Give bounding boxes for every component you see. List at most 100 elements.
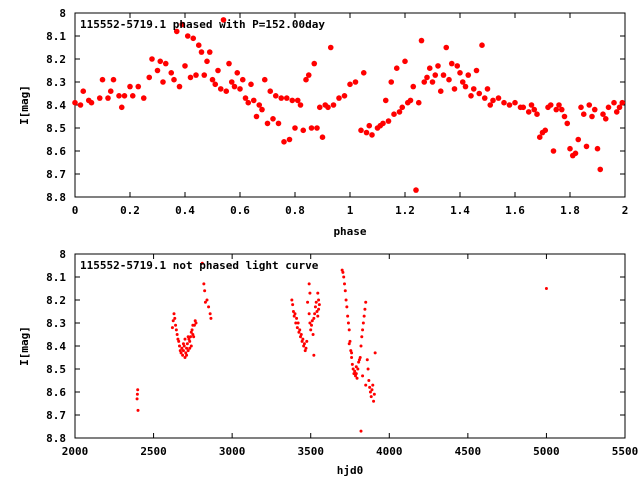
unphased-data-point bbox=[174, 323, 178, 327]
unphased-data-point bbox=[171, 319, 175, 323]
unphased-data-point bbox=[356, 367, 360, 371]
unphased-data-point bbox=[317, 303, 321, 307]
unphased-y-tick-label: 8.6 bbox=[46, 386, 66, 399]
phased-data-point bbox=[206, 49, 213, 55]
phased-data-point bbox=[457, 70, 463, 76]
phased-data-point bbox=[536, 134, 543, 140]
phased-data-point bbox=[520, 104, 527, 111]
phased-data-point bbox=[550, 148, 557, 154]
phased-data-point bbox=[542, 127, 549, 134]
phased-data-point bbox=[316, 104, 323, 111]
phased-data-point bbox=[589, 113, 595, 120]
unphased-data-point bbox=[178, 344, 181, 348]
phased-data-point bbox=[561, 113, 568, 120]
unphased-data-point bbox=[360, 335, 364, 339]
unphased-data-point bbox=[343, 282, 346, 286]
unphased-data-point bbox=[185, 353, 189, 357]
phased-data-point bbox=[256, 102, 263, 108]
unphased-data-point bbox=[189, 330, 193, 334]
phased-data-point bbox=[110, 76, 117, 83]
unphased-data-point bbox=[359, 429, 363, 433]
phased-data-point bbox=[525, 109, 532, 115]
phased-y-tick-label: 8.6 bbox=[46, 145, 66, 158]
phased-data-point bbox=[393, 65, 400, 71]
phased-data-point bbox=[594, 145, 601, 152]
phased-data-point bbox=[162, 60, 169, 67]
phased-y-tick-label: 8.5 bbox=[46, 122, 66, 135]
phased-data-point bbox=[369, 132, 375, 138]
unphased-data-point bbox=[183, 337, 187, 341]
phased-data-point bbox=[283, 95, 290, 101]
phased-data-point bbox=[253, 113, 260, 120]
unphased-data-point bbox=[372, 392, 376, 396]
phased-data-point bbox=[336, 95, 342, 101]
unphased-data-point bbox=[343, 289, 347, 293]
phased-y-tick-label: 8.3 bbox=[46, 76, 66, 89]
phased-data-point bbox=[358, 127, 364, 134]
phased-data-point bbox=[168, 70, 175, 76]
phased-data-point bbox=[209, 76, 216, 83]
unphased-y-tick-label: 8.4 bbox=[46, 340, 66, 353]
unphased-data-point bbox=[173, 316, 177, 320]
phased-data-point bbox=[220, 17, 227, 23]
unphased-data-point bbox=[180, 346, 184, 350]
unphased-data-point bbox=[304, 346, 308, 350]
phased-data-point bbox=[308, 125, 315, 131]
unphased-data-point bbox=[544, 287, 548, 290]
phased-data-point bbox=[432, 72, 439, 78]
phased-data-point bbox=[157, 58, 164, 65]
phased-x-tick-label: 2 bbox=[622, 204, 629, 217]
phased-data-point bbox=[327, 44, 334, 51]
unphased-data-point bbox=[310, 323, 313, 327]
phased-data-point bbox=[281, 139, 287, 145]
phased-data-point bbox=[605, 104, 612, 111]
unphased-data-point bbox=[316, 291, 320, 295]
phased-data-point bbox=[443, 44, 450, 51]
unphased-data-point bbox=[205, 298, 209, 302]
phased-data-point bbox=[72, 99, 78, 106]
unphased-data-point bbox=[307, 282, 311, 286]
phased-data-point bbox=[272, 93, 279, 99]
unphased-data-point bbox=[294, 321, 298, 325]
phased-data-point bbox=[597, 166, 604, 173]
unphased-data-point bbox=[187, 337, 191, 341]
phased-data-point bbox=[583, 143, 590, 150]
unphased-y-tick-label: 8 bbox=[59, 248, 66, 261]
phased-data-point bbox=[289, 97, 296, 104]
phased-data-point bbox=[586, 102, 593, 108]
unphased-data-point bbox=[172, 312, 176, 316]
unphased-data-point bbox=[316, 314, 320, 318]
phased-x-tick-label: 0 bbox=[72, 204, 79, 217]
phased-data-point bbox=[127, 83, 133, 90]
phased-data-point bbox=[267, 88, 274, 94]
unphased-data-point bbox=[177, 339, 181, 343]
unphased-data-point bbox=[174, 328, 178, 332]
phased-data-point bbox=[437, 88, 444, 94]
unphased-data-point bbox=[368, 390, 372, 394]
phased-data-point bbox=[382, 97, 389, 104]
phased-data-point bbox=[245, 99, 252, 106]
phased-data-point bbox=[484, 86, 491, 92]
unphased-data-point bbox=[347, 342, 351, 346]
unphased-data-point bbox=[366, 367, 370, 371]
phased-data-point bbox=[454, 63, 461, 69]
unphased-data-point bbox=[359, 344, 363, 348]
phased-data-point bbox=[286, 136, 293, 143]
unphased-data-point bbox=[350, 351, 354, 355]
unphased-data-point bbox=[295, 316, 299, 320]
unphased-data-point bbox=[203, 300, 207, 304]
unphased-data-point bbox=[371, 383, 375, 387]
unphased-data-point bbox=[348, 339, 352, 343]
phased-data-point bbox=[140, 95, 147, 101]
phased-data-point bbox=[80, 88, 87, 94]
phased-y-axis-label: I[mag] bbox=[18, 85, 31, 125]
phased-x-tick-label: 1 bbox=[347, 204, 354, 217]
phased-data-point bbox=[204, 58, 210, 65]
phased-data-point bbox=[479, 42, 485, 48]
unphased-data-point bbox=[308, 291, 312, 295]
phased-data-point bbox=[413, 187, 419, 193]
unphased-plot-frame bbox=[74, 253, 626, 439]
phased-data-point bbox=[580, 111, 587, 117]
phased-data-point bbox=[531, 106, 538, 113]
